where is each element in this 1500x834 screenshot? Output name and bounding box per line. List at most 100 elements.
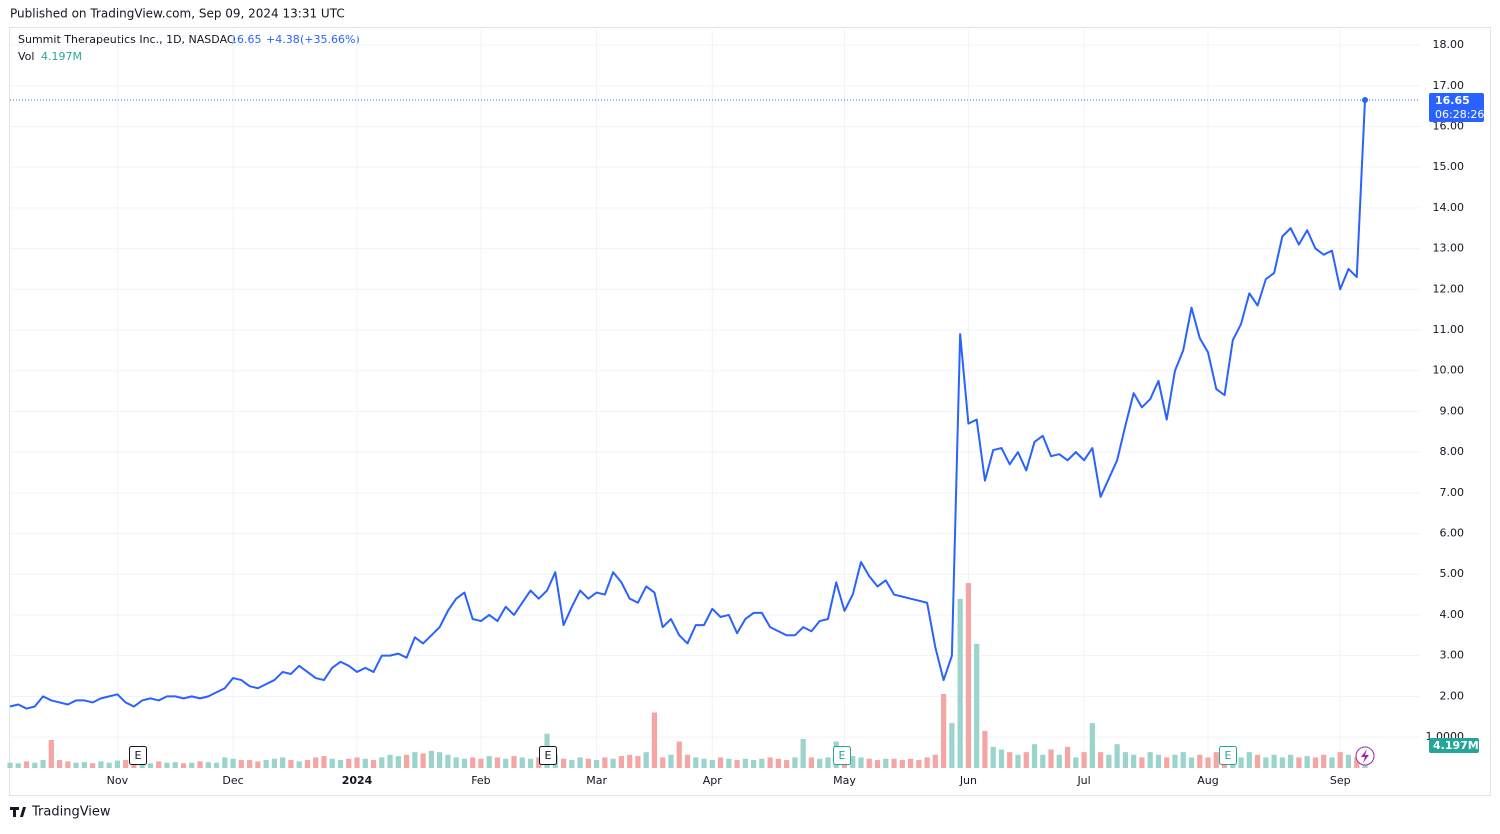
volume-bar xyxy=(379,757,385,768)
volume-bar xyxy=(288,760,294,768)
volume-bar xyxy=(255,761,261,768)
volume-tag xyxy=(1429,738,1479,753)
volume-bar xyxy=(1321,754,1327,768)
volume-bar xyxy=(354,757,360,768)
volume-bar xyxy=(90,763,96,768)
volume-bar xyxy=(651,712,658,768)
volume-bar xyxy=(123,760,129,768)
earnings-marker: E xyxy=(833,746,851,765)
x-tick-label: May xyxy=(833,774,856,787)
volume-bar xyxy=(412,752,418,768)
volume-bar xyxy=(98,761,104,768)
volume-bar xyxy=(445,754,451,768)
volume-bar xyxy=(147,763,154,768)
y-tick-label: 15.00 xyxy=(1433,160,1465,173)
volume-bar xyxy=(321,756,327,768)
volume-bar xyxy=(1329,757,1335,768)
y-tick-label: 3.00 xyxy=(1440,649,1465,662)
volume-bar xyxy=(982,731,988,768)
volume-bar xyxy=(1164,757,1170,768)
earnings-marker: E xyxy=(129,746,147,765)
volume-bar xyxy=(230,758,236,768)
svg-text:E: E xyxy=(135,749,142,762)
volume-bar xyxy=(1180,752,1186,768)
volume-bar xyxy=(585,758,591,768)
volume-bar xyxy=(1205,757,1211,768)
volume-bar xyxy=(916,760,922,768)
volume-bar xyxy=(536,757,542,768)
volume-bar xyxy=(998,749,1005,768)
volume-bar xyxy=(1288,754,1294,768)
y-tick-label: 17.00 xyxy=(1433,79,1465,92)
volume-bar xyxy=(527,758,534,768)
volume-bar xyxy=(1155,754,1162,768)
volume-bar xyxy=(717,757,724,768)
y-tick-label: 12.00 xyxy=(1433,282,1465,295)
volume-bar xyxy=(932,754,938,768)
y-tick-label: 5.00 xyxy=(1440,567,1465,580)
volume-bar xyxy=(156,761,162,768)
volume-bar xyxy=(701,758,707,768)
volume-bar xyxy=(1073,757,1079,768)
volume-bar xyxy=(825,757,831,768)
x-tick-label: 2024 xyxy=(342,774,373,787)
volume-bar xyxy=(263,760,269,768)
volume-bar xyxy=(238,760,244,768)
volume-bar xyxy=(742,758,748,768)
volume-bar xyxy=(213,762,220,768)
volume-bar xyxy=(420,753,426,768)
y-tick-label: 18.00 xyxy=(1433,38,1465,51)
published-note: Published on TradingView.com, Sep 09, 20… xyxy=(10,7,345,21)
volume-bar xyxy=(329,758,335,768)
volume-bar xyxy=(222,757,228,768)
volume-bar xyxy=(974,643,980,768)
volume-bar xyxy=(172,762,178,768)
volume-bar xyxy=(660,757,666,768)
x-tick-label: Dec xyxy=(222,774,243,787)
volume-bar xyxy=(1031,744,1038,768)
event-marker xyxy=(1355,746,1375,766)
volume-bar xyxy=(1114,744,1120,768)
volume-bar xyxy=(577,757,583,768)
brand-name: TradingView xyxy=(31,805,111,820)
volume-bar xyxy=(883,758,889,768)
volume-bar xyxy=(180,763,187,768)
volume-bar xyxy=(1337,752,1343,768)
volume-bar xyxy=(767,757,773,768)
volume-bar xyxy=(594,760,600,768)
volume-bar xyxy=(874,760,881,768)
volume-bar xyxy=(7,762,13,768)
volume-bar xyxy=(1007,752,1013,768)
volume-bar xyxy=(709,760,715,768)
svg-text:E: E xyxy=(1225,749,1232,762)
volume-bar xyxy=(304,760,311,768)
volume-bar xyxy=(428,750,434,768)
y-tick-label: 10.00 xyxy=(1433,364,1465,377)
legend: Summit Therapeutics Inc., 1D, NASDAQ 16.… xyxy=(18,33,360,63)
volume-bar xyxy=(453,757,459,768)
volume-bar xyxy=(1139,757,1145,768)
volume-bar xyxy=(1122,752,1128,768)
volume-bar xyxy=(437,752,443,768)
volume-bar xyxy=(65,761,71,768)
volume-bar xyxy=(40,760,46,768)
volume-bar xyxy=(866,758,872,768)
svg-text:E: E xyxy=(839,749,846,762)
volume-bar xyxy=(271,758,277,768)
legend-change: +4.38 xyxy=(266,33,300,46)
volume-bar xyxy=(627,754,633,768)
volume-bar xyxy=(1188,757,1195,768)
x-tick-label: Jul xyxy=(1076,774,1090,787)
price-tag-value: 16.65 xyxy=(1435,94,1470,107)
legend-change-pct: (+35.66%) xyxy=(300,33,360,46)
volume-bar xyxy=(1197,754,1203,768)
volume-bar xyxy=(1064,746,1071,768)
price-tag xyxy=(1429,93,1484,123)
volume-bar xyxy=(478,758,484,768)
svg-text:E: E xyxy=(545,749,552,762)
volume-bar xyxy=(395,756,401,768)
volume-last: 4.197M xyxy=(41,50,82,63)
volume-bar xyxy=(957,598,963,768)
